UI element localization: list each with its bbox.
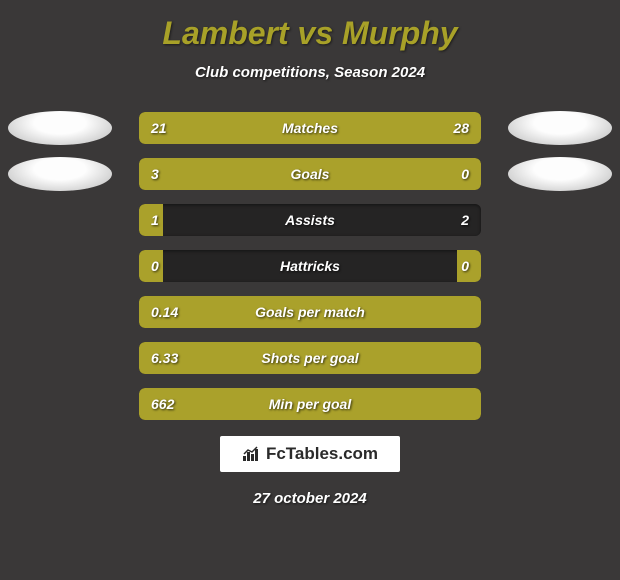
page-title: Lambert vs Murphy bbox=[0, 15, 620, 52]
stat-value-left: 6.33 bbox=[151, 350, 178, 366]
stats-area: 21 28 Matches 3 0 Goals 1 2 Assists 0 0 Hattricks 0.… bbox=[0, 111, 620, 421]
stat-bar: 6.33 Shots per goal bbox=[139, 342, 481, 374]
stat-bar: 21 28 Matches bbox=[139, 112, 481, 144]
stat-value-right: 0 bbox=[461, 258, 469, 274]
stat-value-left: 662 bbox=[151, 396, 174, 412]
stat-value-left: 21 bbox=[151, 120, 167, 136]
stat-bar: 662 Min per goal bbox=[139, 388, 481, 420]
stat-row: 3 0 Goals bbox=[0, 157, 620, 191]
stat-value-right: 0 bbox=[461, 166, 469, 182]
player2-name: Murphy bbox=[342, 15, 458, 51]
stat-bar: 0.14 Goals per match bbox=[139, 296, 481, 328]
subtitle: Club competitions, Season 2024 bbox=[0, 64, 620, 81]
comparison-card: Lambert vs Murphy Club competitions, Sea… bbox=[0, 0, 620, 580]
stat-label: Min per goal bbox=[269, 396, 351, 412]
logo-label: FcTables.com bbox=[266, 444, 378, 464]
stat-row: 6.33 Shots per goal bbox=[0, 341, 620, 375]
stat-label: Goals per match bbox=[255, 304, 365, 320]
player1-ellipse bbox=[8, 111, 112, 145]
stat-value-right: 28 bbox=[453, 120, 469, 136]
chart-icon bbox=[242, 446, 262, 462]
stat-row: 1 2 Assists bbox=[0, 203, 620, 237]
stat-value-left: 0.14 bbox=[151, 304, 178, 320]
stat-value-left: 3 bbox=[151, 166, 159, 182]
stat-row: 21 28 Matches bbox=[0, 111, 620, 145]
stat-bar: 1 2 Assists bbox=[139, 204, 481, 236]
bar-fill-left bbox=[139, 158, 402, 190]
player2-ellipse bbox=[508, 111, 612, 145]
stat-row: 662 Min per goal bbox=[0, 387, 620, 421]
player1-name: Lambert bbox=[162, 15, 288, 51]
vs-text: vs bbox=[298, 15, 334, 51]
logo-text: FcTables.com bbox=[242, 444, 378, 464]
stat-value-right: 2 bbox=[461, 212, 469, 228]
stat-bar: 3 0 Goals bbox=[139, 158, 481, 190]
player2-ellipse bbox=[508, 157, 612, 191]
stat-value-left: 1 bbox=[151, 212, 159, 228]
stat-label: Hattricks bbox=[280, 258, 340, 274]
stat-row: 0.14 Goals per match bbox=[0, 295, 620, 329]
stat-bar: 0 0 Hattricks bbox=[139, 250, 481, 282]
stat-label: Shots per goal bbox=[261, 350, 358, 366]
stat-label: Matches bbox=[282, 120, 338, 136]
stat-row: 0 0 Hattricks bbox=[0, 249, 620, 283]
footer-date: 27 october 2024 bbox=[0, 490, 620, 507]
stat-value-left: 0 bbox=[151, 258, 159, 274]
player1-ellipse bbox=[8, 157, 112, 191]
stat-label: Assists bbox=[285, 212, 335, 228]
stat-label: Goals bbox=[291, 166, 330, 182]
footer-logo: FcTables.com bbox=[220, 436, 400, 472]
